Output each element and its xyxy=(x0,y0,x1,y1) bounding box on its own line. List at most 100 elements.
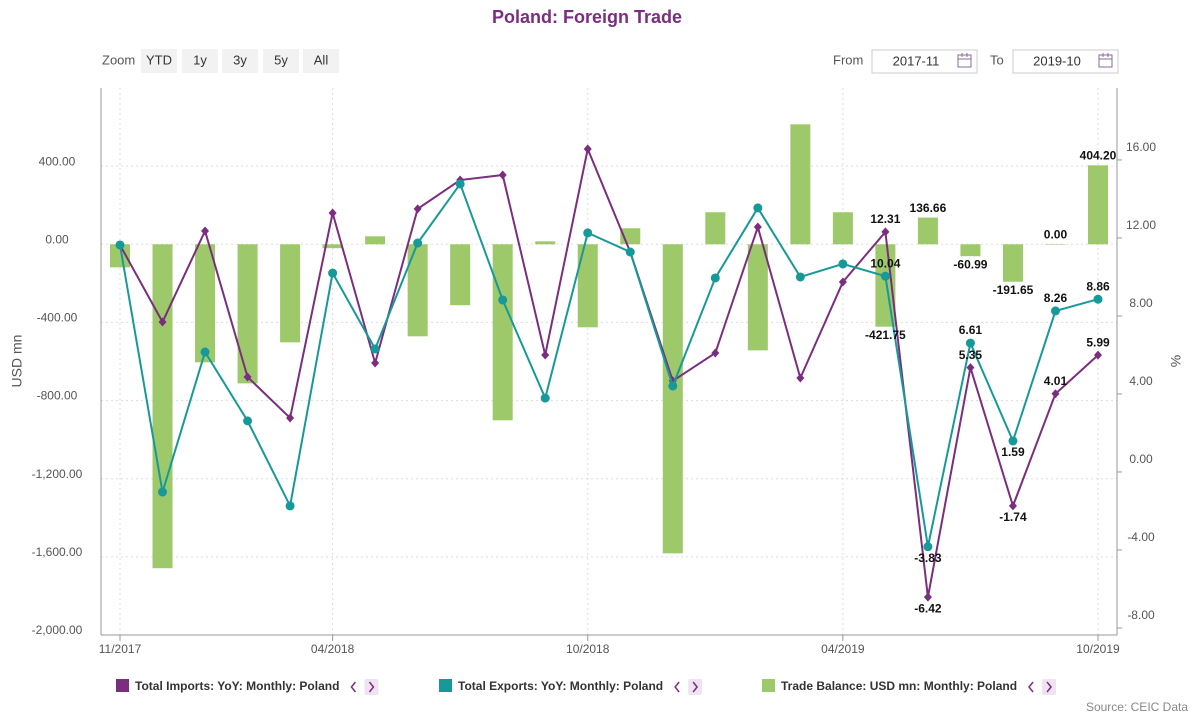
point xyxy=(158,487,168,497)
point xyxy=(328,268,338,278)
line xyxy=(119,181,1099,547)
point xyxy=(285,501,295,511)
from-label: From xyxy=(833,52,863,67)
y2-tick-label: -8.00 xyxy=(1127,608,1155,622)
legend-prev[interactable] xyxy=(674,681,680,693)
legend-next-bg[interactable] xyxy=(364,679,379,695)
bar xyxy=(237,244,258,384)
legend-next[interactable] xyxy=(368,681,375,693)
zoom-button-label[interactable]: YTD xyxy=(146,52,172,67)
bar xyxy=(110,244,130,268)
point xyxy=(498,170,507,180)
bar xyxy=(960,244,981,257)
data-label: 6.61 xyxy=(959,323,983,337)
data-label: 5.35 xyxy=(959,348,983,362)
bar xyxy=(1002,244,1023,282)
bar xyxy=(1088,165,1108,245)
point xyxy=(583,228,593,238)
bar xyxy=(662,244,683,554)
legend-next-bg[interactable] xyxy=(1042,679,1057,695)
bar xyxy=(407,244,428,337)
x-tick-label: 04/2018 xyxy=(311,642,355,656)
point xyxy=(1008,501,1017,511)
y2-tick-label: -4.00 xyxy=(1127,530,1155,544)
data-label: 1.59 xyxy=(1001,445,1025,459)
point xyxy=(1093,294,1103,304)
y-tick-label: 400.00 xyxy=(39,154,76,168)
point xyxy=(413,238,423,248)
zoom-button-label[interactable]: 5y xyxy=(274,52,288,67)
bar xyxy=(280,244,301,343)
zoom-button-label[interactable]: All xyxy=(314,52,329,67)
chart-title: Poland: Foreign Trade xyxy=(492,7,682,27)
point xyxy=(1094,350,1102,360)
point xyxy=(1008,436,1018,446)
zoom-button[interactable] xyxy=(263,49,299,73)
bar xyxy=(322,244,343,249)
point xyxy=(413,204,422,214)
zoom-button[interactable] xyxy=(141,49,177,73)
point xyxy=(1051,389,1060,399)
point xyxy=(711,348,720,358)
to-input[interactable] xyxy=(1012,49,1119,74)
x-tick-label: 11/2017 xyxy=(99,642,142,656)
data-label: -191.65 xyxy=(993,283,1034,297)
legend-label[interactable]: Total Imports: YoY: Monthly: Poland xyxy=(135,679,339,693)
legend-label[interactable]: Total Exports: YoY: Monthly: Poland xyxy=(458,679,663,693)
data-label: -6.42 xyxy=(914,601,942,615)
legend-swatch xyxy=(762,679,775,692)
zoom-button-label[interactable]: 3y xyxy=(233,52,247,67)
x-tick-label: 04/2019 xyxy=(821,642,865,656)
y-tick-label: -400.00 xyxy=(37,311,78,325)
y-axis-label: USD mn xyxy=(9,335,25,388)
calendar-icon[interactable] xyxy=(1098,53,1113,68)
to-value[interactable]: 2019-10 xyxy=(1033,53,1081,68)
point xyxy=(243,416,253,426)
zoom-buttons: YTD 1y 3y 5y All xyxy=(141,49,339,73)
bar xyxy=(577,244,598,328)
from-value[interactable]: 2017-11 xyxy=(893,53,940,68)
zoom-button[interactable] xyxy=(303,49,339,73)
point xyxy=(923,542,933,552)
legend-prev[interactable] xyxy=(1028,681,1034,693)
to-label: To xyxy=(990,52,1004,67)
zoom-button[interactable] xyxy=(222,49,258,73)
bar xyxy=(152,244,173,569)
y2-tick-label: 4.00 xyxy=(1129,374,1153,388)
point xyxy=(966,363,975,373)
data-label: -1.74 xyxy=(999,510,1027,524)
data-label: 8.86 xyxy=(1086,279,1110,293)
data-label: 8.26 xyxy=(1044,291,1068,305)
calendar-icon[interactable] xyxy=(957,53,972,68)
y2-tick-label: 8.00 xyxy=(1129,296,1153,310)
bar xyxy=(917,217,938,245)
zoom-button-label[interactable]: 1y xyxy=(193,52,207,67)
bar xyxy=(790,124,811,245)
legend-label[interactable]: Trade Balance: USD mn: Monthly: Poland xyxy=(781,679,1017,693)
data-label: 0.00 xyxy=(1044,227,1068,241)
bar xyxy=(705,212,726,245)
from-input[interactable] xyxy=(871,49,978,74)
legend-next[interactable] xyxy=(1046,681,1052,693)
legend-prev[interactable] xyxy=(350,681,357,693)
data-label: 136.66 xyxy=(910,201,947,215)
point xyxy=(753,203,763,213)
legend-next[interactable] xyxy=(692,681,699,693)
line xyxy=(119,145,1099,598)
x-tick-label: 10/2019 xyxy=(1076,642,1120,656)
source: Source: CEIC Data xyxy=(1086,700,1188,714)
point xyxy=(243,372,252,382)
bar xyxy=(195,244,216,363)
data-label: -421.75 xyxy=(865,328,906,342)
y-tick-label: 0.00 xyxy=(45,232,69,246)
point xyxy=(881,227,890,237)
legend-swatch xyxy=(116,679,129,692)
zoom-button[interactable] xyxy=(182,49,218,73)
point xyxy=(880,271,890,281)
point xyxy=(838,277,847,287)
bar xyxy=(365,236,386,245)
y-tick-label: -800.00 xyxy=(37,389,78,403)
y2-tick-label: 0.00 xyxy=(1129,452,1153,466)
legend-next-bg[interactable] xyxy=(688,679,703,695)
